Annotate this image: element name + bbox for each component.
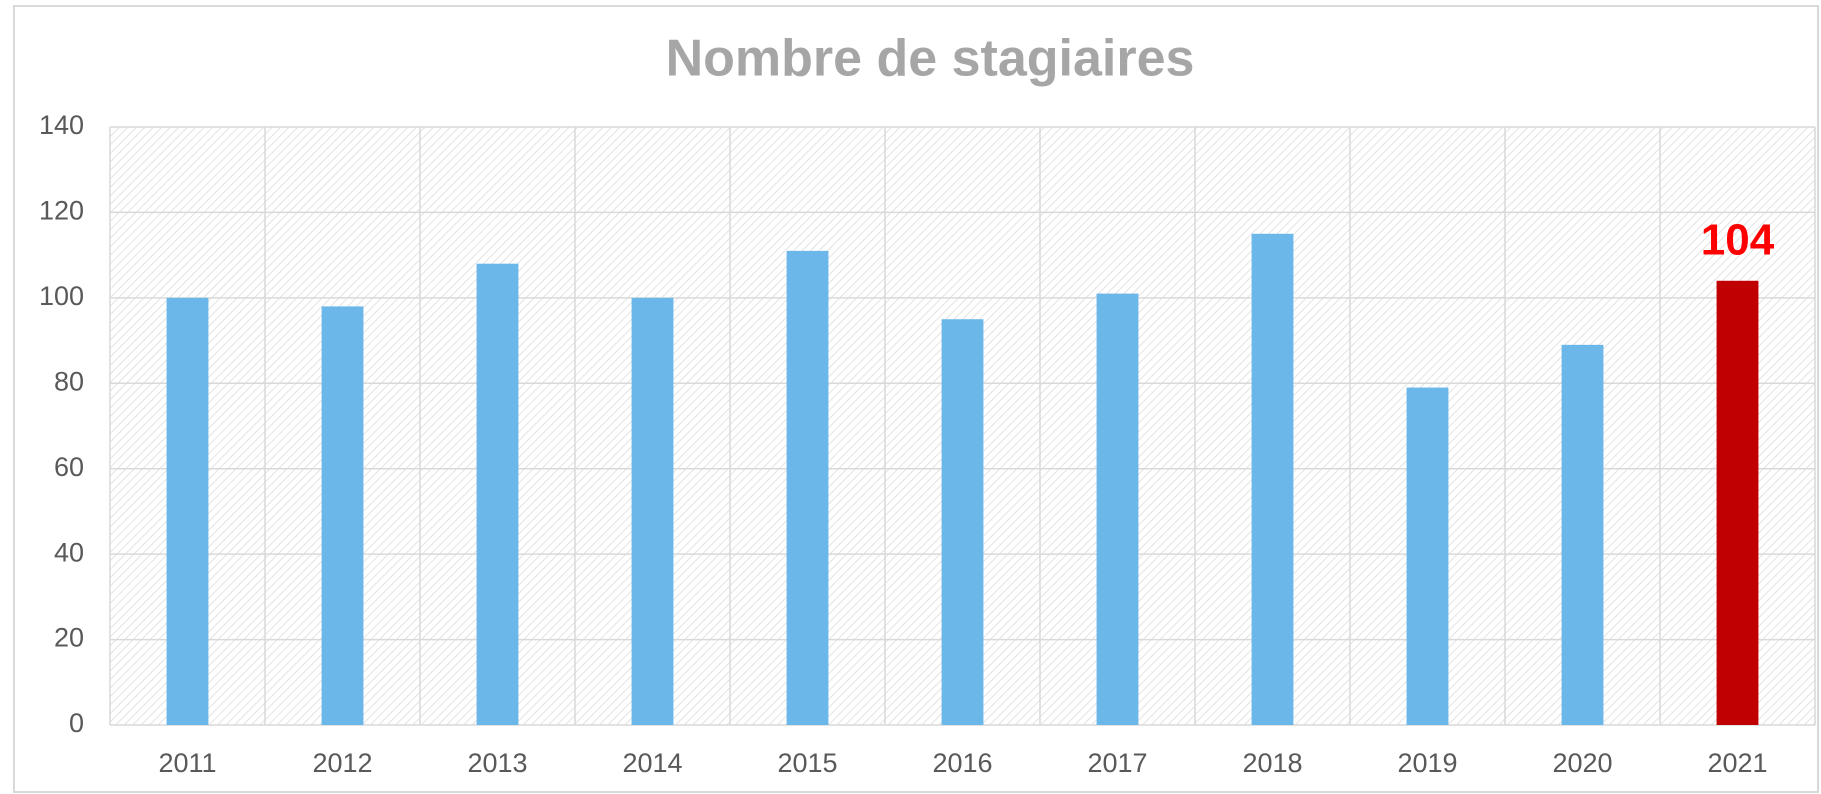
x-tick-label: 2014 bbox=[622, 748, 682, 778]
bar bbox=[1716, 280, 1759, 725]
bar bbox=[1251, 233, 1294, 726]
y-tick-label: 0 bbox=[69, 708, 84, 738]
x-tick-label: 2020 bbox=[1552, 748, 1612, 778]
bar bbox=[631, 297, 674, 725]
y-tick-label: 120 bbox=[39, 196, 84, 226]
y-tick-label: 80 bbox=[54, 366, 84, 396]
y-tick-label: 40 bbox=[54, 537, 84, 567]
bar bbox=[1406, 387, 1449, 725]
chart-title: Nombre de stagiaires bbox=[666, 30, 1195, 88]
data-label: 104 bbox=[1701, 215, 1775, 264]
x-tick-label: 2011 bbox=[158, 748, 216, 778]
x-tick-label: 2021 bbox=[1707, 748, 1767, 778]
bar bbox=[1096, 293, 1139, 725]
bar bbox=[476, 263, 519, 725]
x-tick-label: 2019 bbox=[1397, 748, 1457, 778]
x-tick-label: 2015 bbox=[777, 748, 837, 778]
x-tick-label: 2017 bbox=[1087, 748, 1147, 778]
x-tick-label: 2013 bbox=[467, 748, 527, 778]
y-tick-label: 20 bbox=[54, 623, 84, 653]
x-tick-label: 2012 bbox=[312, 748, 372, 778]
y-tick-label: 100 bbox=[39, 281, 84, 311]
bar bbox=[166, 297, 209, 725]
bar bbox=[321, 306, 364, 725]
bar bbox=[786, 250, 829, 725]
y-tick-label: 60 bbox=[54, 452, 84, 482]
x-tick-label: 2016 bbox=[932, 748, 992, 778]
y-tick-label: 140 bbox=[39, 110, 84, 140]
x-tick-label: 2018 bbox=[1242, 748, 1302, 778]
bar bbox=[941, 319, 984, 725]
bar bbox=[1561, 344, 1604, 725]
